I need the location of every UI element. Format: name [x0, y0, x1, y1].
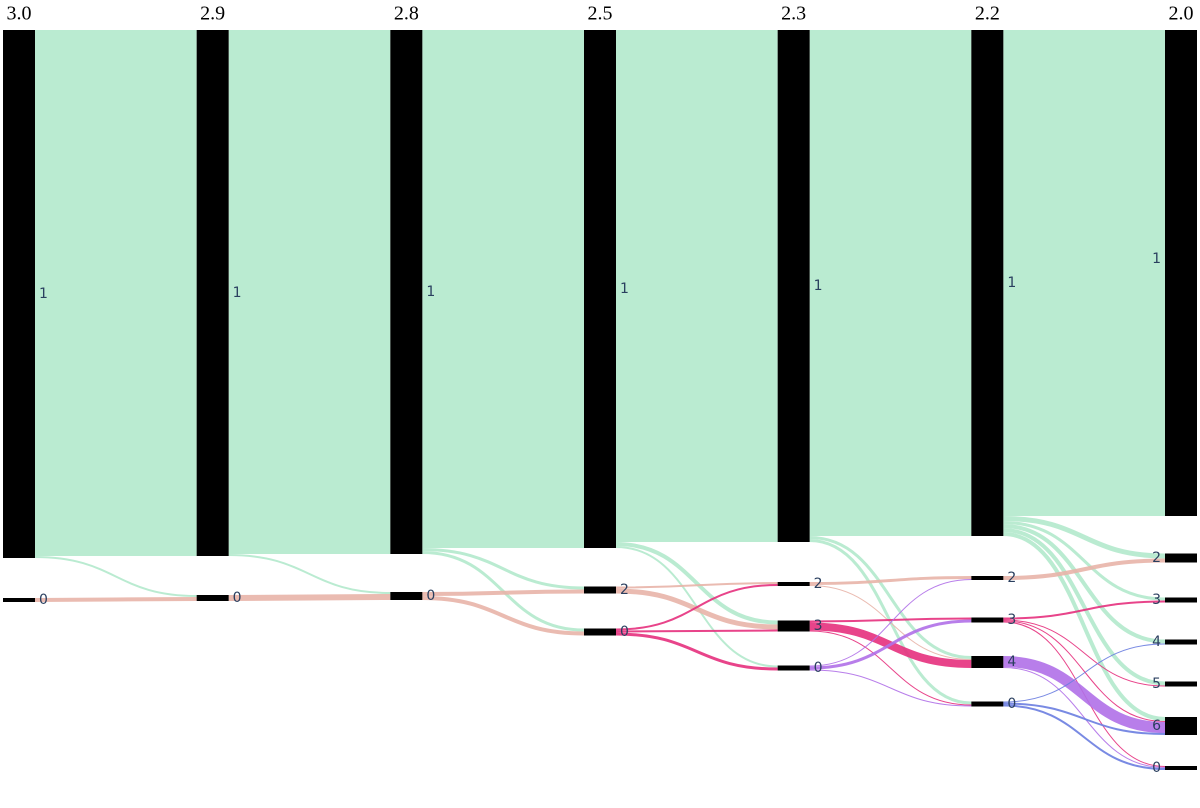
- node-label: 3: [1007, 612, 1016, 628]
- node: [1165, 766, 1197, 770]
- flow: [1003, 667, 1166, 768]
- node: [971, 701, 1004, 707]
- flow: [809, 576, 972, 585]
- flow: [1003, 600, 1166, 620]
- node: [777, 582, 810, 586]
- node-label: 0: [39, 592, 48, 608]
- flow: [1003, 524, 1166, 644]
- flow: [228, 554, 391, 594]
- column-header: 2.9: [200, 3, 225, 25]
- column-header: 2.2: [975, 3, 1000, 25]
- column-header: 2.8: [394, 3, 419, 25]
- node: [777, 665, 810, 671]
- node: [971, 30, 1004, 536]
- node: [1165, 639, 1197, 645]
- flow: [615, 584, 778, 631]
- node-label: 1: [426, 284, 435, 300]
- node-label: 2: [814, 576, 823, 592]
- flow: [1003, 532, 1166, 721]
- node-label: 3: [814, 618, 823, 634]
- flow: [1003, 643, 1166, 703]
- node: [584, 30, 616, 548]
- node-label: 0: [1007, 696, 1016, 712]
- node: [1165, 30, 1197, 516]
- flow: [1003, 558, 1166, 580]
- flow: [809, 536, 972, 659]
- flow: [422, 589, 585, 596]
- node: [196, 30, 229, 556]
- node: [1165, 553, 1197, 563]
- node: [390, 30, 423, 554]
- flow: [1003, 619, 1166, 687]
- node-label: 6: [1152, 718, 1161, 734]
- node: [3, 30, 35, 558]
- flow: [1003, 620, 1166, 722]
- flow: [1003, 704, 1166, 770]
- node-label: 4: [1152, 634, 1161, 650]
- node-label: 0: [233, 590, 242, 606]
- flow: [422, 548, 585, 590]
- flow: [809, 617, 972, 623]
- node: [584, 586, 616, 594]
- flow: [34, 597, 197, 602]
- flow: [615, 588, 778, 630]
- flow: [34, 556, 197, 597]
- node-label: 1: [814, 278, 823, 294]
- node-label: 2: [620, 582, 629, 598]
- flow: [809, 630, 972, 706]
- flow: [809, 669, 972, 707]
- flow: [1003, 702, 1166, 735]
- node: [777, 30, 810, 542]
- column-header: 3.0: [7, 3, 32, 25]
- flow: [809, 579, 972, 667]
- node-label: 0: [620, 624, 629, 640]
- node: [3, 598, 35, 602]
- node: [1165, 717, 1197, 735]
- node-label: 5: [1152, 676, 1161, 692]
- node-label: 0: [814, 660, 823, 676]
- flow: [1003, 528, 1166, 686]
- flow: [615, 582, 778, 589]
- flow: [1003, 656, 1166, 733]
- node-label: 0: [1152, 760, 1161, 776]
- node-label: 0: [426, 588, 435, 604]
- node-label: 1: [39, 286, 48, 302]
- node-label: 1: [620, 281, 629, 297]
- node: [971, 656, 1004, 668]
- column-header: 2.3: [781, 3, 806, 25]
- node-label: 1: [233, 285, 242, 301]
- node: [971, 576, 1004, 580]
- flow: [1003, 521, 1166, 601]
- node: [584, 628, 616, 636]
- node-label: 3: [1152, 592, 1161, 608]
- node-label: 2: [1007, 570, 1016, 586]
- flow: [1003, 516, 1166, 559]
- flow: [809, 539, 972, 705]
- flow: [228, 594, 391, 601]
- node: [196, 595, 229, 601]
- flow: [422, 596, 585, 636]
- node-label: 1: [1152, 251, 1161, 267]
- flow: [615, 632, 778, 671]
- node: [971, 617, 1004, 623]
- node-label: 4: [1007, 654, 1016, 670]
- node: [1165, 681, 1197, 687]
- node: [1165, 597, 1197, 603]
- node-label: 2: [1152, 550, 1161, 566]
- node-label: 1: [1007, 275, 1016, 291]
- node: [777, 620, 810, 632]
- flow: [615, 542, 778, 625]
- flow: [615, 629, 778, 633]
- column-header: 2.0: [1169, 3, 1194, 25]
- node: [390, 592, 423, 600]
- flow: [809, 619, 972, 670]
- column-header: 2.5: [588, 3, 613, 25]
